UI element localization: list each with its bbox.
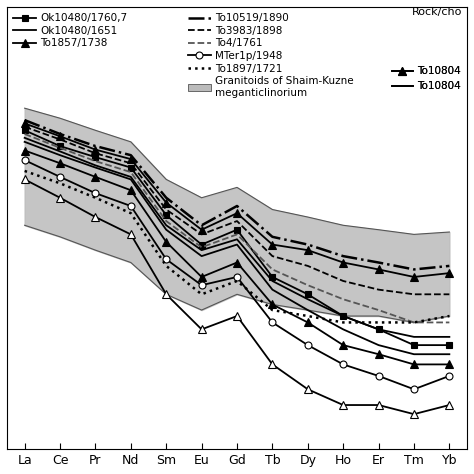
Legend: To10804, To10804: To10804, To10804: [391, 65, 462, 92]
Text: Rock/cho: Rock/cho: [412, 7, 463, 17]
